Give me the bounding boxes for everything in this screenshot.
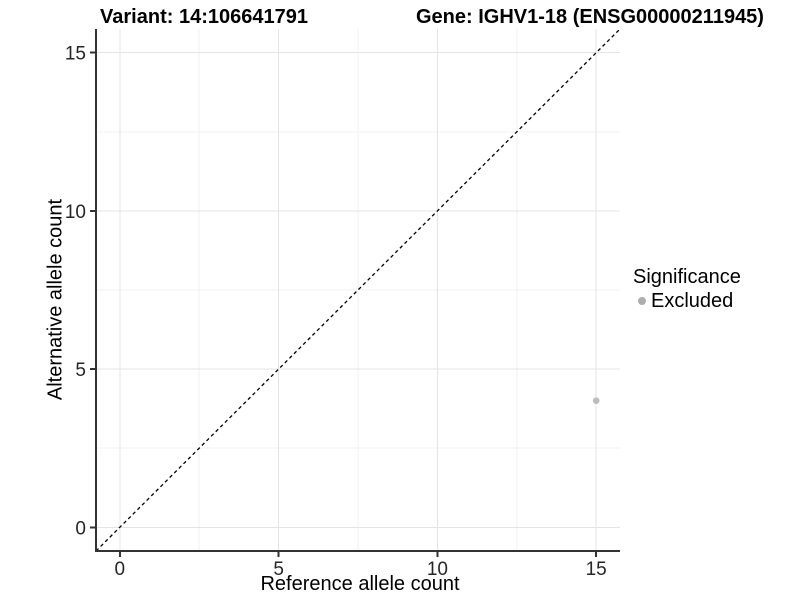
x-tick-label: 15	[586, 559, 607, 580]
x-tick-label: 10	[427, 559, 448, 580]
y-tick-label: 15	[65, 44, 86, 65]
y-axis-title: Alternative allele count	[44, 198, 67, 401]
legend-item-excluded: Excluded	[633, 290, 741, 312]
x-tick-label: 0	[115, 559, 126, 580]
x-tick-label: 5	[273, 559, 284, 580]
legend: Significance Excluded	[633, 266, 741, 312]
data-point	[592, 397, 600, 405]
legend-key	[633, 292, 651, 310]
plot-title-variant: Variant: 14:106641791	[100, 6, 308, 28]
legend-item-label: Excluded	[651, 289, 734, 312]
legend-title: Significance	[633, 266, 741, 288]
legend-dot-icon	[638, 297, 646, 305]
y-tick-label: 10	[65, 202, 86, 223]
y-tick-label: 5	[75, 360, 86, 381]
x-axis-title: Reference allele count	[260, 573, 460, 595]
plot-title-gene: Gene: IGHV1-18 (ENSG00000211945)	[416, 6, 764, 28]
y-tick-label: 0	[75, 518, 86, 539]
